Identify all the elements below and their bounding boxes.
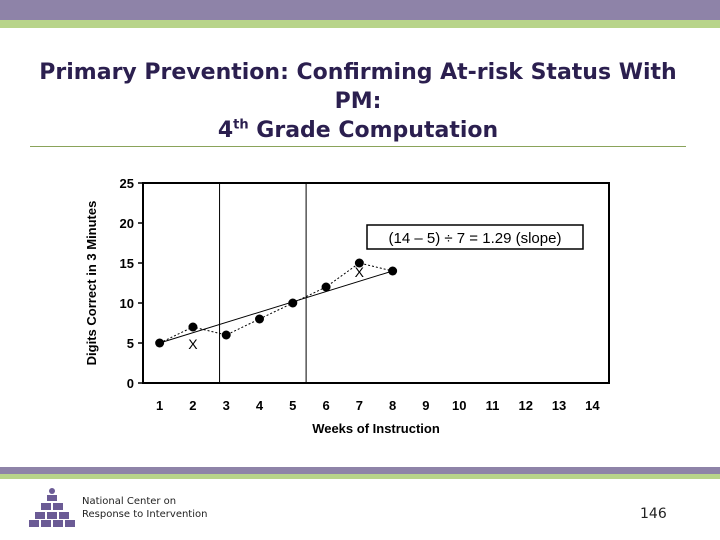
x-tick-label: 10 <box>452 398 466 413</box>
x-tick-label: 8 <box>389 398 396 413</box>
x-marker-annotation: X <box>188 336 198 352</box>
y-tick-label: 10 <box>120 296 134 311</box>
slope-callout-text: (14 – 5) ÷ 7 = 1.29 (slope) <box>389 230 562 247</box>
slope-trend-line <box>159 270 393 344</box>
x-axis-label: Weeks of Instruction <box>312 421 440 436</box>
y-tick-label: 20 <box>120 216 134 231</box>
slide-number: 146 <box>640 506 667 522</box>
x-tick-label: 4 <box>256 398 264 413</box>
x-tick-label: 11 <box>486 398 500 413</box>
organization-name: National Center on Response to Intervent… <box>82 495 207 521</box>
slide-title: Primary Prevention: Confirming At-risk S… <box>30 58 686 145</box>
data-point <box>255 314 264 324</box>
x-tick-label: 9 <box>422 398 429 413</box>
data-point <box>188 322 198 332</box>
slope-callout-box <box>366 224 584 250</box>
title-divider <box>30 146 686 147</box>
title-grade-suffix: th <box>233 117 249 133</box>
data-point <box>388 266 398 276</box>
x-tick-label: 6 <box>322 398 329 413</box>
ncrti-logo <box>29 488 75 527</box>
y-tick-label: 0 <box>127 376 134 391</box>
x-tick-label: 1 <box>156 398 163 413</box>
x-tick-label: 3 <box>223 398 230 413</box>
header-accent-bar <box>0 20 720 28</box>
data-point <box>321 282 331 292</box>
footer-bar <box>0 467 720 474</box>
plot-area <box>142 182 610 384</box>
x-tick-label: 7 <box>356 398 363 413</box>
title-line-3-text: Grade Computation <box>248 118 499 143</box>
y-tick-label: 25 <box>120 176 134 191</box>
series-line <box>159 262 393 344</box>
title-line-3: 4th Grade Computation <box>30 116 686 145</box>
x-tick-label: 12 <box>519 398 533 413</box>
data-point <box>288 298 298 308</box>
data-point <box>155 338 165 348</box>
y-axis-label: Digits Correct in 3 Minutes <box>84 201 99 366</box>
x-tick-label: 2 <box>189 398 196 413</box>
y-tick-label: 5 <box>127 336 134 351</box>
org-line-1: National Center on <box>82 496 177 507</box>
x-tick-label: 13 <box>552 398 566 413</box>
y-tick-label: 15 <box>120 256 134 271</box>
org-line-2: Response to Intervention <box>82 509 208 520</box>
title-line-2: PM: <box>334 89 382 114</box>
title-line-1: Primary Prevention: Confirming At-risk S… <box>39 60 677 85</box>
header-bar <box>0 0 720 20</box>
title-grade-number: 4 <box>217 118 234 143</box>
data-point <box>221 330 231 340</box>
x-tick-label: 14 <box>585 398 600 413</box>
x-tick-label: 5 <box>289 398 296 413</box>
footer-accent-bar <box>0 474 720 479</box>
x-marker-annotation: X <box>355 264 365 280</box>
data-point <box>354 258 364 268</box>
